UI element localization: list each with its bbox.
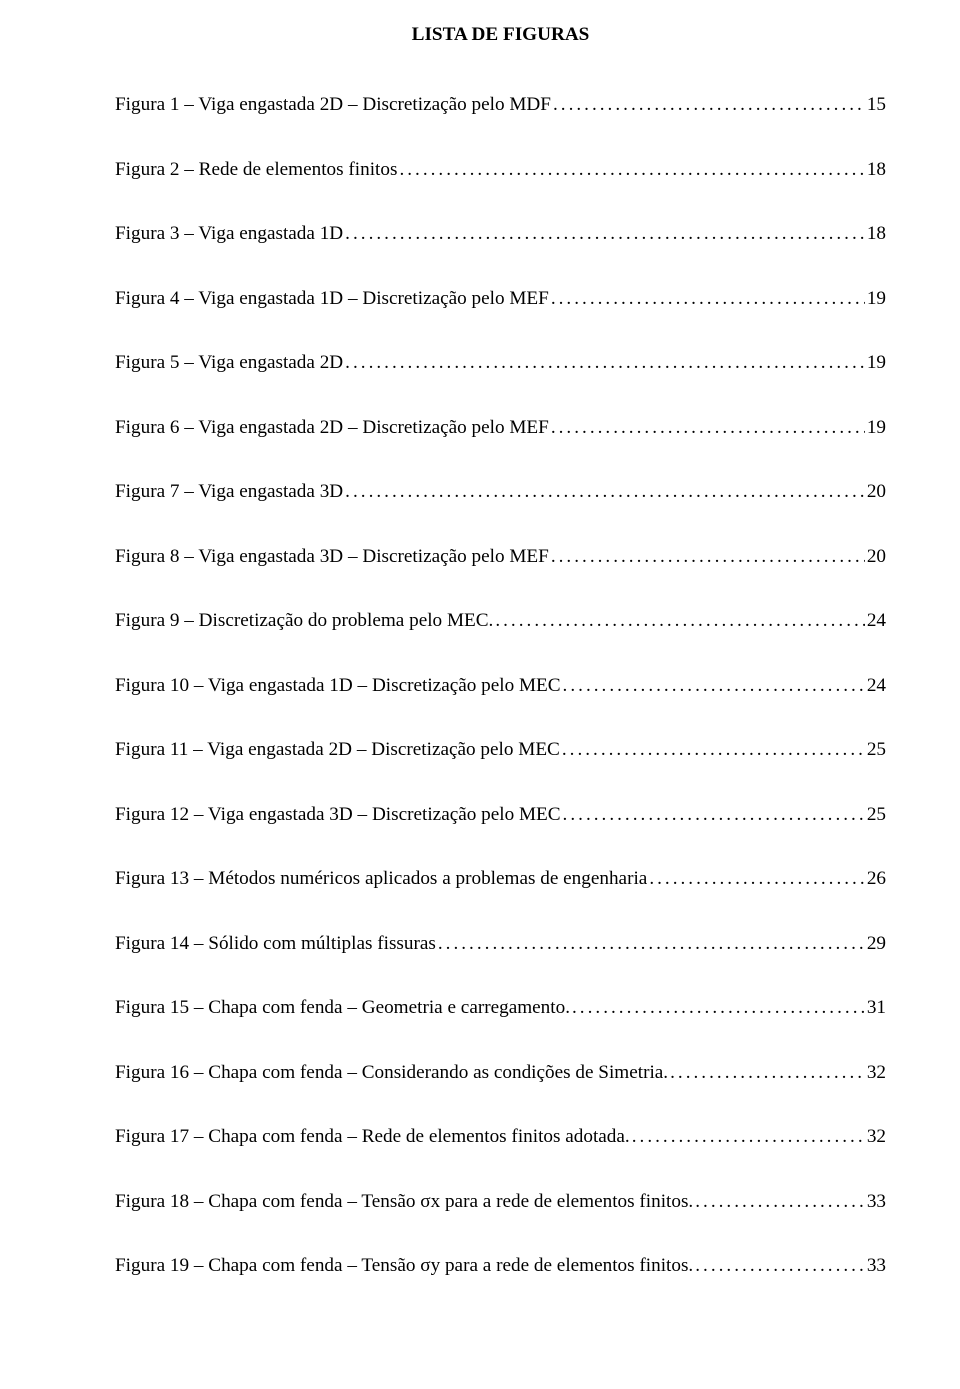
page-number: 15 <box>865 94 886 116</box>
figure-caption: Figura 4 – Viga engastada 1D – Discretiz… <box>115 288 549 310</box>
figure-caption: Figura 11 – Viga engastada 2D – Discreti… <box>115 739 560 761</box>
list-item: Figura 9 – Discretização do problema pel… <box>115 610 886 632</box>
list-item: Figura 10 – Viga engastada 1D – Discreti… <box>115 675 886 697</box>
figure-caption: Figura 17 – Chapa com fenda – Rede de el… <box>115 1126 630 1148</box>
figure-caption: Figura 7 – Viga engastada 3D <box>115 481 343 503</box>
page-number: 29 <box>865 933 886 955</box>
page-number: 32 <box>865 1062 886 1084</box>
list-item: Figura 18 – Chapa com fenda – Tensão σx … <box>115 1191 886 1213</box>
list-item: Figura 19 – Chapa com fenda – Tensão σy … <box>115 1255 886 1277</box>
page-number: 31 <box>865 997 886 1019</box>
page-number: 25 <box>865 739 886 761</box>
list-of-figures: Figura 1 – Viga engastada 2D – Discretiz… <box>115 94 886 1277</box>
list-item: Figura 3 – Viga engastada 1D 18 <box>115 223 886 245</box>
page-number: 33 <box>865 1255 886 1277</box>
dot-leader <box>561 675 865 697</box>
list-item: Figura 1 – Viga engastada 2D – Discretiz… <box>115 94 886 116</box>
page-number: 24 <box>865 675 886 697</box>
list-item: Figura 16 – Chapa com fenda – Consideran… <box>115 1062 886 1084</box>
dot-leader <box>630 1126 865 1148</box>
dot-leader <box>551 94 865 116</box>
page-number: 19 <box>865 352 886 374</box>
document-page: LISTA DE FIGURAS Figura 1 – Viga engasta… <box>0 0 960 1389</box>
dot-leader <box>668 1062 865 1084</box>
dot-leader <box>549 288 865 310</box>
dot-leader <box>560 739 865 761</box>
figure-caption: Figura 3 – Viga engastada 1D <box>115 223 343 245</box>
figure-caption: Figura 1 – Viga engastada 2D – Discretiz… <box>115 94 551 116</box>
figure-caption: Figura 6 – Viga engastada 2D – Discretiz… <box>115 417 549 439</box>
page-number: 25 <box>865 804 886 826</box>
figure-caption: Figura 12 – Viga engastada 3D – Discreti… <box>115 804 561 826</box>
figure-caption: Figura 16 – Chapa com fenda – Consideran… <box>115 1062 668 1084</box>
list-item: Figura 15 – Chapa com fenda – Geometria … <box>115 997 886 1019</box>
list-item: Figura 12 – Viga engastada 3D – Discreti… <box>115 804 886 826</box>
figure-caption: Figura 5 – Viga engastada 2D <box>115 352 343 374</box>
figure-caption: Figura 15 – Chapa com fenda – Geometria … <box>115 997 570 1019</box>
list-item: Figura 6 – Viga engastada 2D – Discretiz… <box>115 417 886 439</box>
dot-leader <box>647 868 865 890</box>
page-number: 19 <box>865 417 886 439</box>
dot-leader <box>343 481 865 503</box>
page-number: 32 <box>865 1126 886 1148</box>
list-item: Figura 17 – Chapa com fenda – Rede de el… <box>115 1126 886 1148</box>
page-number: 18 <box>865 223 886 245</box>
list-item: Figura 14 – Sólido com múltiplas fissura… <box>115 933 886 955</box>
dot-leader <box>693 1191 865 1213</box>
figure-caption: Figura 10 – Viga engastada 1D – Discreti… <box>115 675 561 697</box>
dot-leader <box>549 546 865 568</box>
page-title: LISTA DE FIGURAS <box>115 24 886 46</box>
list-item: Figura 5 – Viga engastada 2D 19 <box>115 352 886 374</box>
dot-leader <box>436 933 865 955</box>
dot-leader <box>561 804 865 826</box>
list-item: Figura 8 – Viga engastada 3D – Discretiz… <box>115 546 886 568</box>
figure-caption: Figura 14 – Sólido com múltiplas fissura… <box>115 933 436 955</box>
list-item: Figura 11 – Viga engastada 2D – Discreti… <box>115 739 886 761</box>
figure-caption: Figura 13 – Métodos numéricos aplicados … <box>115 868 647 890</box>
page-number: 24 <box>865 610 886 632</box>
dot-leader <box>397 159 864 181</box>
page-number: 20 <box>865 546 886 568</box>
figure-caption: Figura 18 – Chapa com fenda – Tensão σx … <box>115 1191 693 1213</box>
page-number: 18 <box>865 159 886 181</box>
figure-caption: Figura 19 – Chapa com fenda – Tensão σy … <box>115 1255 693 1277</box>
dot-leader <box>693 1255 865 1277</box>
figure-caption: Figura 9 – Discretização do problema pel… <box>115 610 493 632</box>
list-item: Figura 2 – Rede de elementos finitos 18 <box>115 159 886 181</box>
figure-caption: Figura 8 – Viga engastada 3D – Discretiz… <box>115 546 549 568</box>
figure-caption: Figura 2 – Rede de elementos finitos <box>115 159 397 181</box>
page-number: 33 <box>865 1191 886 1213</box>
page-number: 19 <box>865 288 886 310</box>
dot-leader <box>343 223 865 245</box>
page-number: 20 <box>865 481 886 503</box>
list-item: Figura 13 – Métodos numéricos aplicados … <box>115 868 886 890</box>
list-item: Figura 4 – Viga engastada 1D – Discretiz… <box>115 288 886 310</box>
list-item: Figura 7 – Viga engastada 3D 20 <box>115 481 886 503</box>
dot-leader <box>549 417 865 439</box>
dot-leader <box>343 352 865 374</box>
dot-leader <box>570 997 865 1019</box>
page-number: 26 <box>865 868 886 890</box>
dot-leader <box>493 610 864 632</box>
